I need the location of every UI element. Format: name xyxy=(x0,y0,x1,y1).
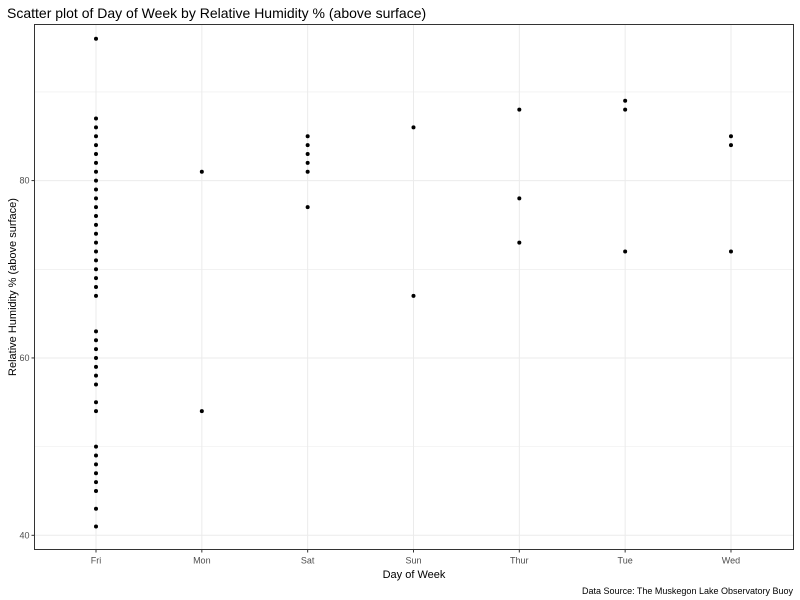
x-axis-title: Day of Week xyxy=(383,569,446,581)
data-point xyxy=(94,355,98,360)
data-point xyxy=(94,506,98,511)
data-point xyxy=(94,347,98,352)
data-point xyxy=(94,187,98,192)
grid-lines xyxy=(34,24,794,550)
data-point xyxy=(94,400,98,405)
axis-ticks xyxy=(31,180,732,553)
data-point xyxy=(94,240,98,245)
data-point xyxy=(94,151,98,156)
data-point xyxy=(94,285,98,289)
data-point xyxy=(94,196,98,201)
data-point xyxy=(305,169,310,174)
data-point xyxy=(728,143,733,148)
data-point xyxy=(94,143,98,148)
data-point xyxy=(94,258,98,263)
data-point xyxy=(305,160,310,165)
data-point xyxy=(623,107,628,112)
chart-title: Scatter plot of Day of Week by Relative … xyxy=(7,5,426,21)
data-point xyxy=(94,214,98,219)
data-point xyxy=(94,134,98,139)
data-point xyxy=(411,293,416,298)
data-point xyxy=(623,249,628,254)
y-tick-label: 60 xyxy=(19,353,29,363)
data-point xyxy=(94,453,98,458)
data-point xyxy=(94,364,98,369)
data-point xyxy=(94,524,98,529)
data-point xyxy=(517,107,522,112)
data-point xyxy=(728,134,733,139)
data-point xyxy=(728,249,733,254)
data-point xyxy=(305,143,310,148)
data-point xyxy=(94,231,98,236)
data-point xyxy=(94,178,98,183)
y-axis-tick-labels: 40 60 80 xyxy=(19,176,29,541)
data-point xyxy=(305,134,310,139)
data-point xyxy=(94,222,98,227)
x-tick-label: Tue xyxy=(618,556,633,566)
data-point xyxy=(623,98,628,103)
data-point xyxy=(517,196,522,201)
data-point xyxy=(94,338,98,343)
x-tick-label: Wed xyxy=(722,556,740,566)
y-tick-label: 80 xyxy=(19,176,29,186)
data-point xyxy=(411,125,416,130)
x-tick-label: Sat xyxy=(301,556,315,566)
data-point xyxy=(94,160,98,165)
x-tick-label: Sun xyxy=(405,556,421,566)
data-point xyxy=(305,205,310,210)
data-point xyxy=(94,471,98,476)
data-source-caption: Data Source: The Muskegon Lake Observato… xyxy=(582,586,793,596)
data-point xyxy=(94,382,98,387)
data-point xyxy=(94,409,98,414)
plot-panel-border xyxy=(34,24,794,550)
y-axis-title: Relative Humidity % (above surface) xyxy=(7,198,19,376)
data-point xyxy=(94,329,98,334)
data-point xyxy=(94,205,98,210)
data-point xyxy=(517,240,522,245)
data-point xyxy=(94,116,98,121)
data-points xyxy=(94,36,733,529)
data-point xyxy=(94,293,98,298)
data-point xyxy=(94,373,98,378)
data-point xyxy=(199,169,204,174)
x-tick-label: Thur xyxy=(510,556,529,566)
data-point xyxy=(305,151,310,156)
data-point xyxy=(94,462,98,467)
data-point xyxy=(94,169,98,174)
data-point xyxy=(94,488,98,493)
data-point xyxy=(94,125,98,130)
x-tick-label: Fri xyxy=(91,556,102,566)
y-tick-label: 40 xyxy=(19,530,29,540)
data-point xyxy=(94,36,98,41)
data-point xyxy=(94,444,98,449)
data-point xyxy=(199,409,204,414)
data-point xyxy=(94,480,98,485)
data-point xyxy=(94,276,98,281)
x-axis-tick-labels: Fri Mon Sat Sun Thur Tue Wed xyxy=(91,556,740,566)
data-point xyxy=(94,267,98,272)
data-point xyxy=(94,249,98,254)
x-tick-label: Mon xyxy=(193,556,211,566)
